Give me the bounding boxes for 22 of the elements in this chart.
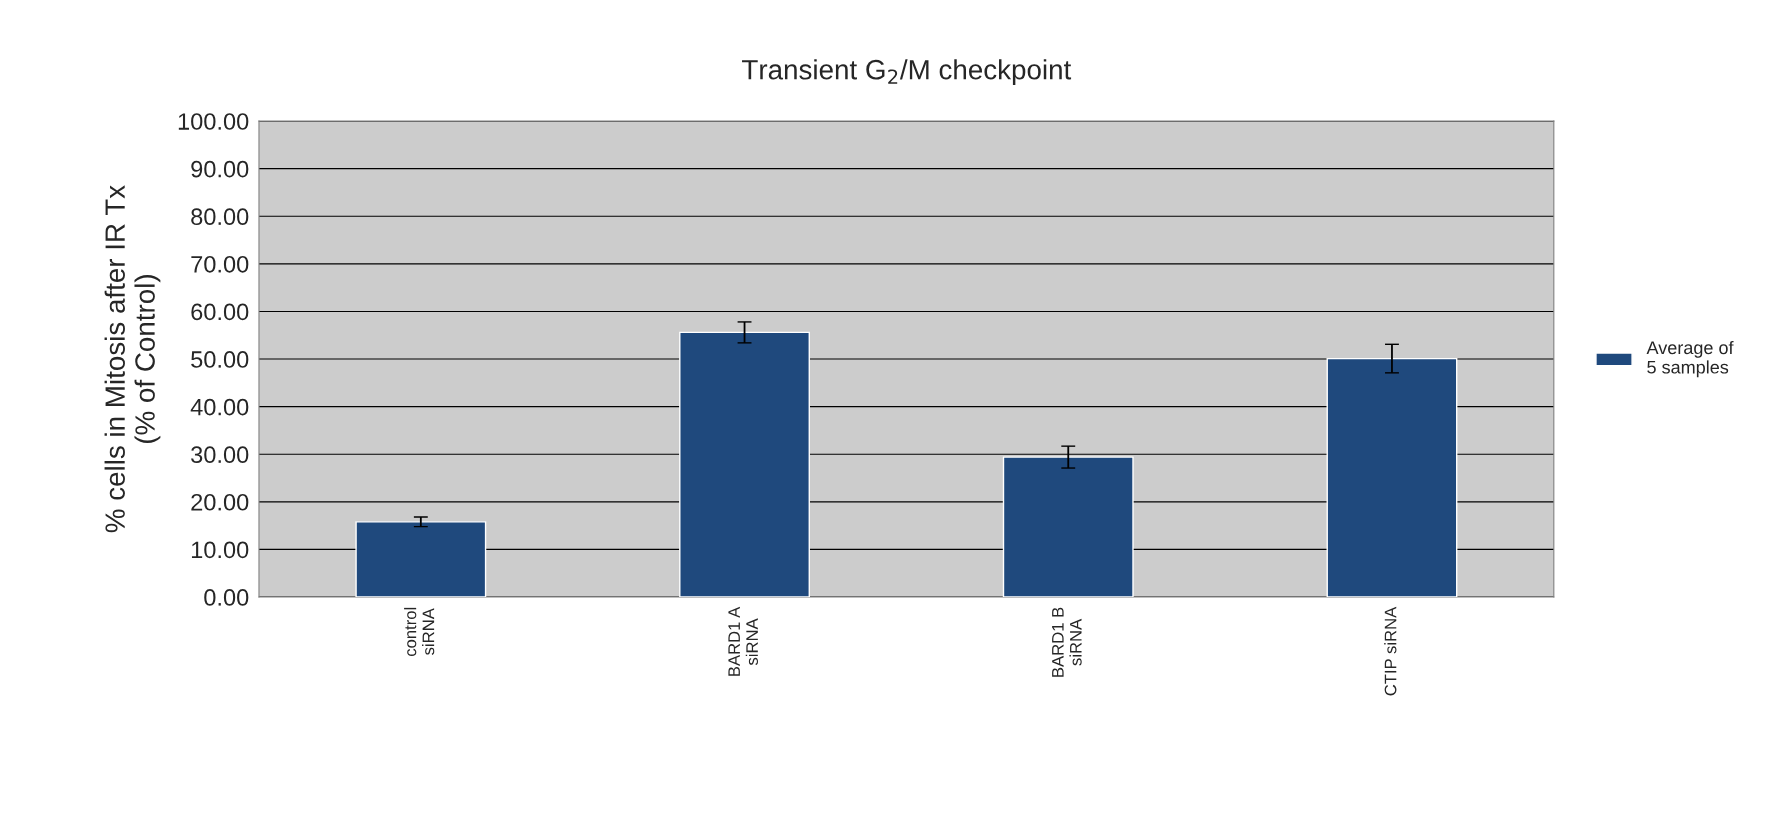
bar (355, 521, 487, 598)
bar (679, 331, 810, 598)
x-tick-label: CTIP siRNA (1384, 606, 1397, 696)
y-tick-label: 80.00 (191, 208, 249, 226)
legend-label: Average of 5 samples (1646, 340, 1734, 378)
bar (1326, 357, 1458, 598)
y-tick-label: 30.00 (191, 446, 249, 464)
y-axis-title: % cells in Mitosis after IR Tx (% of Control) (104, 185, 161, 533)
y-tick-label: 50.00 (191, 351, 249, 368)
y-tick-label: 100.00 (178, 113, 249, 130)
y-tick-label: 70.00 (191, 255, 249, 273)
x-tick-label: BARD1 B siRNA (1052, 607, 1082, 677)
y-tick-label: 0.00 (204, 589, 249, 606)
x-tick-label: control siRNA (404, 607, 435, 657)
y-tick-label: 20.00 (191, 493, 249, 511)
x-tick-label: BARD1 A siRNA (728, 606, 758, 676)
y-tick-label: 90.00 (191, 160, 249, 178)
y-tick-label: 60.00 (191, 303, 249, 321)
y-tick-label: 10.00 (191, 541, 249, 559)
bar (1002, 456, 1134, 598)
y-tick-label: 40.00 (190, 398, 249, 416)
chart-title: Transient G$_{2}$/M checkpoint (742, 59, 1072, 86)
